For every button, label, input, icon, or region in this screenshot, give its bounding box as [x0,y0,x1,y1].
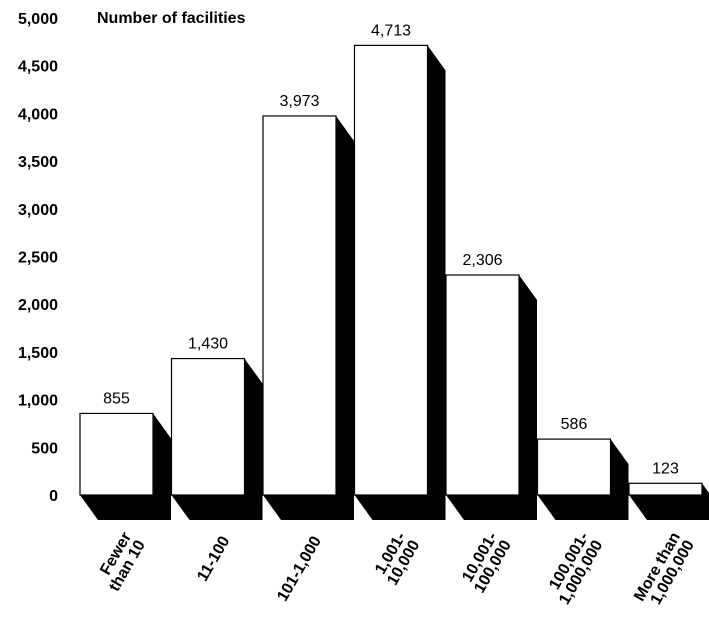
x-tick-label: 100,001-1,000,000 [542,529,606,607]
bar: 855 [79,390,171,520]
bars: 855 1,430 3,973 4,713 2,306 586 123 [79,22,709,521]
bar: 3,973 [262,93,354,520]
bar-value-label: 1,430 [188,336,228,353]
y-tick-label: 3,000 [18,202,58,219]
bar-face [628,482,703,496]
bar-value-label: 123 [652,460,679,477]
y-tick-label: 5,000 [18,11,58,28]
y-tick-label: 1,500 [18,345,58,362]
x-tick-label: 10,001-100,000 [457,529,515,596]
bar-face [536,438,612,496]
x-tick-label: 101-1,000 [274,533,325,604]
bar-face [262,115,337,496]
y-axis: 0 500 1,000 1,500 2,000 2,500 3,000 3,500 4,000 4… [18,11,58,505]
x-tick-label: More than1,000,000 [631,529,698,612]
y-tick-label: 0 [49,488,58,505]
bar: 586 [536,416,629,520]
y-tick-label: 500 [31,440,58,457]
y-tick-label: 2,500 [18,250,58,267]
bar: 1,430 [170,336,263,520]
y-tick-label: 2,000 [18,297,58,314]
bar-value-label: 2,306 [462,252,502,269]
x-tick-label: Fewerthan 10 [92,529,149,594]
y-tick-label: 4,000 [18,106,58,123]
bar-value-label: 586 [561,416,588,433]
x-axis: Fewerthan 10 11-100 101-1,000 1,001-10,000 1… [92,529,698,612]
bar-face [170,357,246,496]
y-axis-title: Number of facilities [97,10,246,27]
bar-face [445,274,520,496]
bar-face [79,412,154,496]
bar: 2,306 [445,252,537,520]
y-tick-label: 1,000 [18,393,58,410]
x-tick-label: 11-100 [194,533,233,584]
bar: 123 [628,460,709,520]
bar-value-label: 855 [103,390,130,407]
bar-value-label: 3,973 [279,93,319,110]
bar: 4,713 [353,22,446,521]
bar-value-label: 4,713 [371,22,411,39]
y-tick-label: 3,500 [18,154,58,171]
x-tick-label: 1,001-10,000 [370,529,423,588]
y-tick-label: 4,500 [18,59,58,76]
bar-face [353,44,429,496]
